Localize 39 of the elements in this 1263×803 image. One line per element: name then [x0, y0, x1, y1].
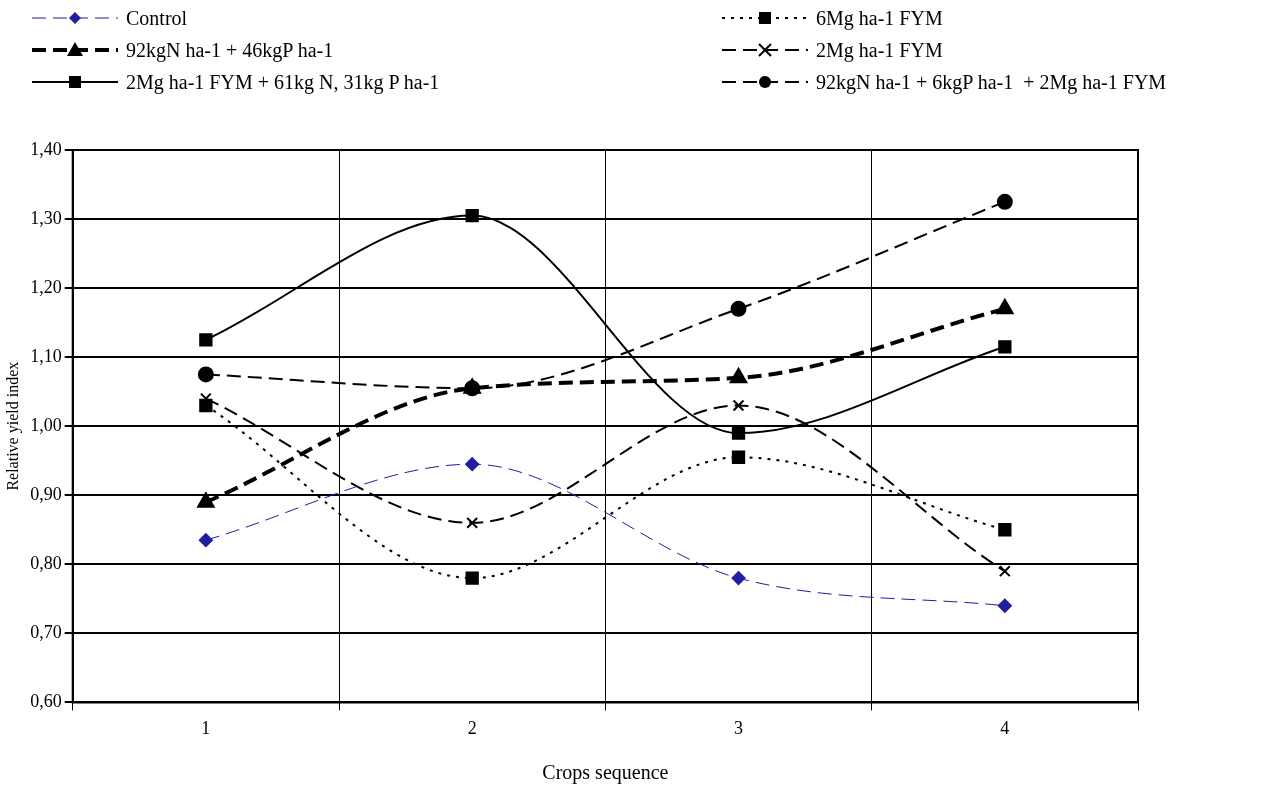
legend-label: 2Mg ha-1 FYM	[816, 38, 943, 62]
y-tick-label: 1,40	[30, 138, 62, 159]
legend-label: 6Mg ha-1 FYM	[816, 6, 943, 30]
point	[998, 523, 1012, 537]
y-tick-label: 0,60	[30, 691, 62, 712]
point	[997, 598, 1012, 613]
point	[731, 450, 746, 464]
point	[466, 516, 479, 529]
point	[998, 340, 1012, 354]
point	[731, 426, 746, 440]
point	[998, 565, 1011, 578]
point	[996, 193, 1013, 210]
y-tick-label: 1,00	[30, 414, 62, 435]
point	[199, 333, 213, 347]
y-tick-label: 0,90	[30, 483, 62, 504]
y-tick-label: 1,10	[30, 345, 62, 366]
x-axis-title: Crops sequence	[542, 761, 669, 785]
x-tick-label: 2	[467, 717, 477, 738]
point	[465, 571, 479, 585]
point	[730, 300, 747, 317]
x-tick-label: 1	[201, 717, 211, 738]
point	[199, 398, 213, 413]
legend-label: 92kgN ha-1 + 6kgP ha-1 + 2Mg ha-1 FYM	[816, 70, 1167, 94]
point	[465, 457, 480, 472]
y-tick-label: 1,20	[30, 276, 62, 297]
y-axis-title: Relative yield index	[3, 361, 22, 491]
point	[731, 571, 746, 586]
legend-label: Control	[126, 6, 188, 30]
legend-label: 92kgN ha-1 + 46kgP ha-1	[126, 38, 334, 62]
y-tick-label: 0,80	[30, 553, 62, 574]
y-tick-label: 1,30	[30, 207, 62, 228]
x-tick-label: 3	[734, 717, 744, 738]
x-tick-label: 4	[1000, 717, 1010, 738]
point	[732, 399, 745, 412]
point	[198, 533, 213, 548]
legend-label: 2Mg ha-1 FYM + 61kg N, 31kg P ha-1	[126, 70, 440, 94]
point	[465, 208, 479, 223]
point	[197, 366, 214, 383]
y-tick-label: 0,70	[30, 622, 62, 643]
